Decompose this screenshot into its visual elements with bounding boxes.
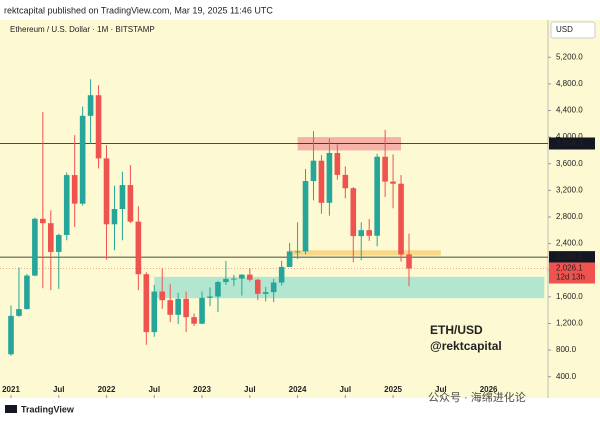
candle-body bbox=[223, 278, 229, 283]
y-tick-label: 1,200.0 bbox=[556, 319, 583, 328]
chart-title: Ethereum / U.S. Dollar · 1M · BITSTAMP bbox=[10, 25, 155, 34]
candle-body bbox=[159, 291, 166, 301]
candle-body bbox=[374, 156, 380, 236]
x-tick-label: 2021 bbox=[2, 385, 20, 394]
candle-body bbox=[390, 181, 396, 184]
candle-body bbox=[111, 209, 118, 225]
candle-body bbox=[40, 218, 46, 224]
y-tick-label: 2,400.0 bbox=[556, 239, 583, 248]
y-tick-label: 3,600.0 bbox=[556, 159, 583, 168]
candle-body bbox=[63, 175, 70, 235]
y-tick-label: 4,400.0 bbox=[556, 106, 583, 115]
candle-body bbox=[79, 115, 86, 204]
x-tick-label: Jul bbox=[244, 385, 256, 394]
candle-body bbox=[127, 185, 134, 222]
candle-body bbox=[406, 254, 412, 269]
candle-body bbox=[398, 183, 404, 255]
candle-body bbox=[135, 221, 142, 275]
candle-body bbox=[326, 152, 333, 203]
candle-body bbox=[286, 251, 293, 267]
candle-body bbox=[254, 279, 261, 294]
y-tick-label: 2,800.0 bbox=[556, 212, 583, 221]
footer: TradingView bbox=[21, 404, 75, 414]
level-label-box bbox=[549, 251, 595, 264]
candle-body bbox=[175, 298, 181, 315]
candle-body bbox=[342, 174, 349, 189]
candle-body bbox=[207, 296, 213, 298]
currency-box bbox=[550, 21, 596, 39]
candle-body bbox=[270, 282, 277, 293]
y-tick-label: 5,200.0 bbox=[556, 52, 583, 61]
x-tick-label: 2022 bbox=[98, 385, 116, 394]
candle-body bbox=[302, 181, 309, 252]
y-tick-label: 3,200.0 bbox=[556, 185, 583, 194]
candle-body bbox=[71, 175, 78, 204]
candle-body bbox=[294, 251, 301, 253]
x-tick-label: 2025 bbox=[384, 385, 402, 394]
chart-bg bbox=[0, 20, 600, 398]
level-label: 3,904.3 bbox=[556, 139, 583, 148]
candle-body bbox=[24, 275, 30, 310]
countdown: 12d 13h bbox=[556, 273, 585, 282]
candle-body bbox=[32, 218, 38, 276]
y-tick-label: 400.0 bbox=[556, 372, 577, 381]
logo bbox=[5, 405, 17, 413]
candle-body bbox=[151, 291, 158, 333]
level-label: 2,196.9 bbox=[556, 252, 583, 261]
level-label-box bbox=[549, 137, 595, 150]
candle-body bbox=[239, 274, 245, 279]
candle-body bbox=[247, 274, 253, 280]
header: rektcapital published on TradingView.com… bbox=[4, 5, 273, 15]
candle-body bbox=[16, 309, 22, 316]
candle-body bbox=[183, 298, 189, 318]
candle-body bbox=[358, 230, 365, 237]
x-tick-label: Jul bbox=[148, 385, 160, 394]
last-price-label: 2,026.1 bbox=[556, 264, 583, 273]
zone bbox=[154, 276, 545, 299]
x-tick-label: 2026 bbox=[480, 385, 498, 394]
candle-body bbox=[95, 95, 102, 159]
last-price-box bbox=[549, 262, 595, 284]
y-tick-label: 800.0 bbox=[556, 345, 577, 354]
candle-body bbox=[199, 297, 205, 324]
candle-body bbox=[231, 278, 237, 280]
y-tick-label: 4,000.0 bbox=[556, 132, 583, 141]
candle-body bbox=[48, 223, 54, 252]
candle-body bbox=[366, 230, 372, 236]
x-tick-label: Jul bbox=[435, 385, 447, 394]
candle-body bbox=[215, 282, 221, 297]
candle-body bbox=[310, 160, 317, 182]
candle-body bbox=[8, 315, 14, 355]
candle-body bbox=[318, 160, 325, 203]
candle-body bbox=[191, 317, 197, 324]
candle-body bbox=[143, 274, 150, 333]
candle-body bbox=[103, 158, 110, 225]
annotation: @rektcapital bbox=[430, 339, 502, 353]
candle-body bbox=[262, 292, 269, 294]
x-tick-label: Jul bbox=[340, 385, 352, 394]
zone bbox=[289, 250, 441, 256]
candle-body bbox=[278, 266, 285, 283]
candle-body bbox=[55, 234, 62, 252]
candle-body bbox=[119, 185, 126, 209]
candle-body bbox=[350, 188, 357, 237]
x-tick-label: Jul bbox=[53, 385, 65, 394]
candle-body bbox=[167, 300, 173, 315]
candle-body bbox=[382, 156, 388, 182]
x-tick-label: 2024 bbox=[289, 385, 307, 394]
x-tick-label: 2023 bbox=[193, 385, 211, 394]
y-tick-label: 4,800.0 bbox=[556, 79, 583, 88]
currency: USD bbox=[556, 25, 573, 34]
candle-body bbox=[87, 95, 94, 116]
watermark: 公众号 · 海绵进化论 bbox=[428, 390, 526, 404]
annotation: ETH/USD bbox=[430, 323, 483, 337]
candle-body bbox=[334, 152, 341, 175]
y-tick-label: 1,600.0 bbox=[556, 292, 583, 301]
